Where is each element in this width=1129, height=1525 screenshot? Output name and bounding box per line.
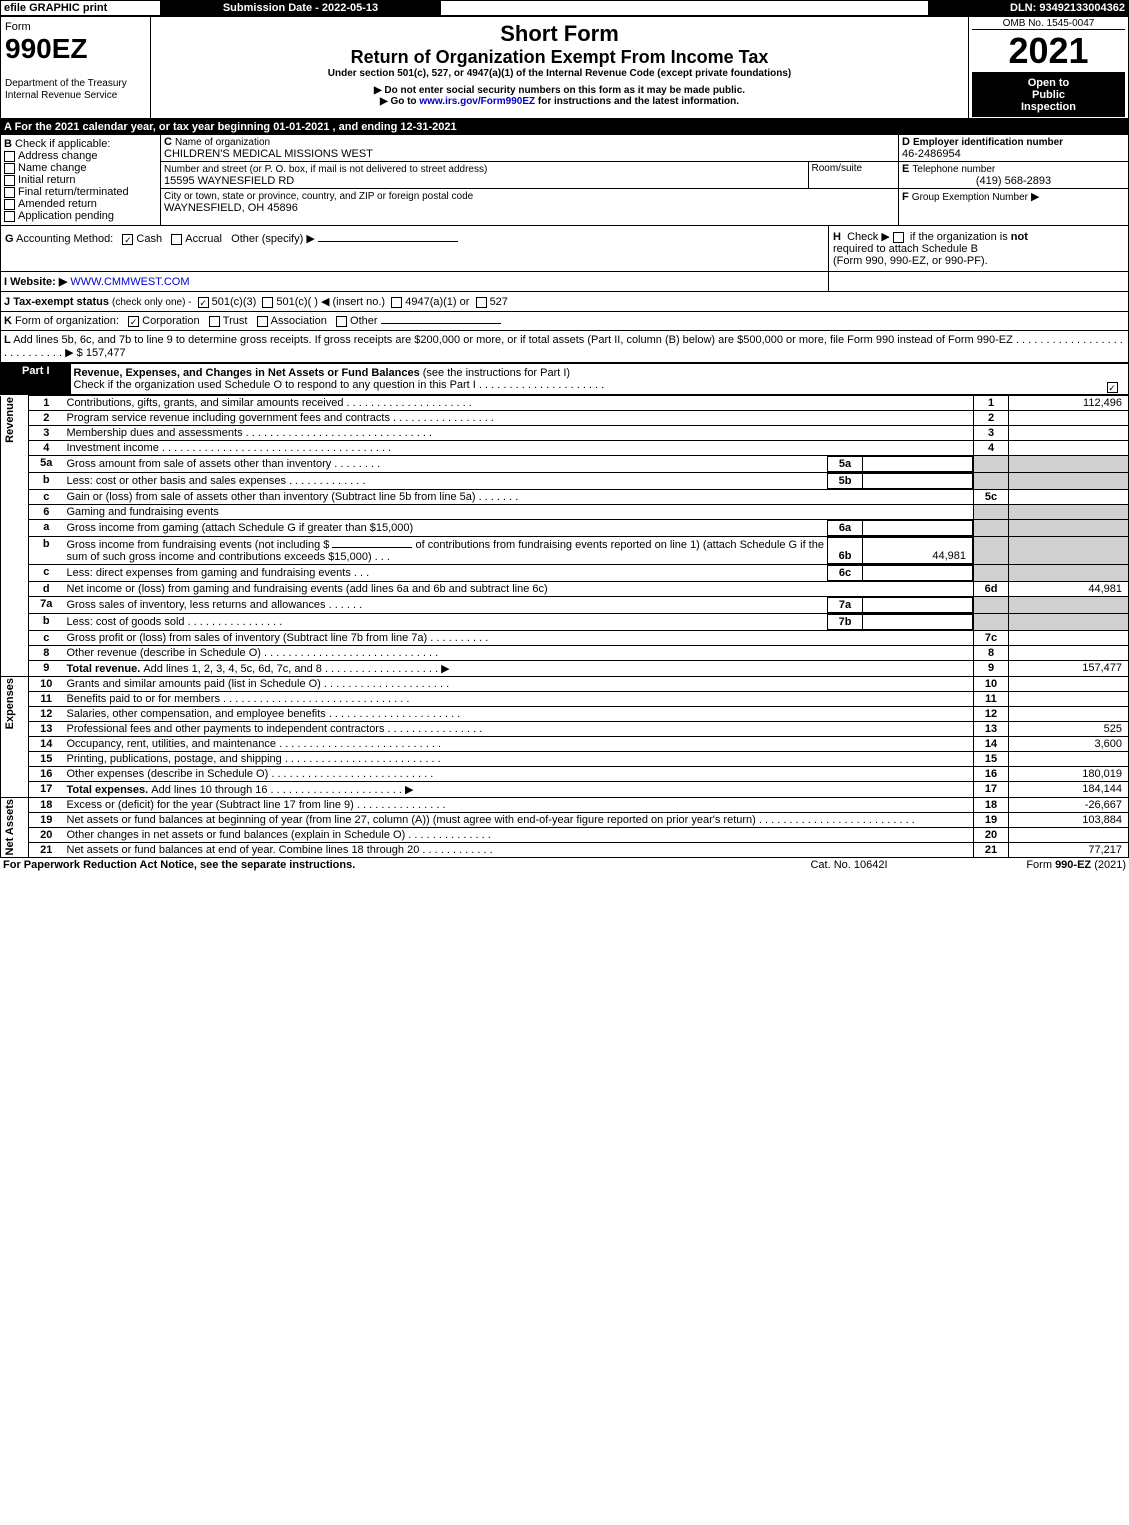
inspection-badge: Open to Public Inspection [972, 73, 1125, 117]
line-2: 2Program service revenue including gover… [1, 411, 1129, 426]
line-18: Net Assets18Excess or (deficit) for the … [1, 798, 1129, 813]
line-6b: bGross income from fundraising events (n… [1, 537, 1129, 565]
line-9: 9Total revenue. Add lines 1, 2, 3, 4, 5c… [1, 661, 1129, 677]
org-name: CHILDREN'S MEDICAL MISSIONS WEST [164, 148, 373, 160]
form-number: 990EZ [5, 33, 88, 64]
efile-label: efile GRAPHIC print [1, 1, 161, 16]
chk-pending[interactable] [4, 211, 15, 222]
line-6d: dNet income or (loss) from gaming and fu… [1, 582, 1129, 597]
chk-schedule-b[interactable] [893, 232, 904, 243]
short-form-title: Short Form [155, 21, 964, 47]
chk-other-org[interactable] [336, 316, 347, 327]
chk-address[interactable] [4, 151, 15, 162]
form-box: Form 990EZ Department of the Treasury In… [1, 17, 151, 119]
irs-label: Internal Revenue Service [5, 90, 117, 101]
line-1: Revenue1Contributions, gifts, grants, an… [1, 396, 1129, 411]
chk-accrual[interactable] [171, 234, 182, 245]
chk-name[interactable] [4, 163, 15, 174]
line-8: 8Other revenue (describe in Schedule O) … [1, 646, 1129, 661]
section-i: I Website: ▶ WWW.CMMWEST.COM [0, 271, 1129, 291]
line-7b: bLess: cost of goods sold . . . . . . . … [1, 614, 1129, 631]
website-link[interactable]: WWW.CMMWEST.COM [70, 276, 189, 288]
section-d: D Employer identification number46-24869… [899, 135, 1129, 226]
line-5a: 5aGross amount from sale of assets other… [1, 456, 1129, 473]
line-5b: bLess: cost or other basis and sales exp… [1, 473, 1129, 490]
chk-501c[interactable] [262, 297, 273, 308]
chk-final[interactable] [4, 187, 15, 198]
section-g: G Accounting Method: Cash Accrual Other … [1, 226, 829, 271]
chk-amended[interactable] [4, 199, 15, 210]
chk-501c3[interactable] [198, 297, 209, 308]
line-15: 15Printing, publications, postage, and s… [1, 752, 1129, 767]
part-1-title: Revenue, Expenses, and Changes in Net As… [74, 367, 420, 379]
bcd-block: B Check if applicable: Address change Na… [0, 135, 1129, 226]
line-4: 4Investment income . . . . . . . . . . .… [1, 441, 1129, 456]
line-10: Expenses10Grants and similar amounts pai… [1, 677, 1129, 692]
line-17: 17Total expenses. Add lines 10 through 1… [1, 782, 1129, 798]
section-h: H Check ▶ if the organization is not req… [829, 226, 1129, 271]
chk-4947[interactable] [391, 297, 402, 308]
city: WAYNESFIELD, OH 45896 [164, 202, 298, 214]
note-2: ▶ Go to www.irs.gov/Form990EZ for instru… [155, 96, 964, 107]
section-l: L Add lines 5b, 6c, and 7b to line 9 to … [0, 331, 1129, 363]
gross-receipts: $ 157,477 [77, 347, 126, 359]
line-7c: cGross profit or (loss) from sales of in… [1, 631, 1129, 646]
part-1-header: Part I Revenue, Expenses, and Changes in… [0, 363, 1129, 395]
chk-corp[interactable] [128, 316, 139, 327]
submission-date: Submission Date - 2022-05-13 [161, 1, 441, 16]
part-1-label: Part I [1, 364, 71, 395]
dept-label: Department of the Treasury [5, 78, 127, 89]
chk-initial[interactable] [4, 175, 15, 186]
tax-year: 2021 [972, 30, 1125, 73]
section-j: J Tax-exempt status (check only one) - 5… [0, 291, 1129, 311]
room-label: Room/suite [808, 162, 898, 189]
line-20: 20Other changes in net assets or fund ba… [1, 828, 1129, 843]
form-label: Form [5, 21, 31, 33]
omb-no: OMB No. 1545-0047 [972, 18, 1125, 30]
ein: 46-2486954 [902, 148, 961, 160]
line-7a: 7aGross sales of inventory, less returns… [1, 597, 1129, 614]
section-k: K Form of organization: Corporation Trus… [0, 311, 1129, 331]
line-6c: cLess: direct expenses from gaming and f… [1, 565, 1129, 582]
chk-trust[interactable] [209, 316, 220, 327]
chk-assoc[interactable] [257, 316, 268, 327]
line-11: 11Benefits paid to or for members . . . … [1, 692, 1129, 707]
line-3: 3Membership dues and assessments . . . .… [1, 426, 1129, 441]
section-a: A For the 2021 calendar year, or tax yea… [0, 119, 1129, 135]
chk-schedule-o[interactable] [1107, 382, 1118, 393]
footer-mid: Cat. No. 10642I [749, 858, 949, 872]
form-header: Form 990EZ Department of the Treasury In… [0, 16, 1129, 119]
chk-527[interactable] [476, 297, 487, 308]
street: 15595 WAYNESFIELD RD [164, 175, 294, 187]
title-box: Short Form Return of Organization Exempt… [151, 17, 969, 119]
line-6a: aGross income from gaming (attach Schedu… [1, 520, 1129, 537]
main-title: Return of Organization Exempt From Incom… [155, 47, 964, 68]
subtitle: Under section 501(c), 527, or 4947(a)(1)… [155, 68, 964, 79]
line-21: 21Net assets or fund balances at end of … [1, 843, 1129, 858]
note-1: ▶ Do not enter social security numbers o… [155, 85, 964, 96]
dln: DLN: 93492133004362 [929, 1, 1129, 16]
section-b: B Check if applicable: Address change Na… [1, 135, 161, 226]
top-bar: efile GRAPHIC print Submission Date - 20… [0, 0, 1129, 16]
section-c: C Name of organizationCHILDREN'S MEDICAL… [161, 135, 899, 226]
line-6-label: 6Gaming and fundraising events [1, 505, 1129, 520]
footer-left: For Paperwork Reduction Act Notice, see … [0, 858, 749, 872]
line-19: 19Net assets or fund balances at beginni… [1, 813, 1129, 828]
lines-table: Revenue1Contributions, gifts, grants, an… [0, 395, 1129, 858]
page-footer: For Paperwork Reduction Act Notice, see … [0, 858, 1129, 872]
line-5c: cGain or (loss) from sale of assets othe… [1, 490, 1129, 505]
gh-block: G Accounting Method: Cash Accrual Other … [0, 226, 1129, 271]
year-box: OMB No. 1545-0047 2021 Open to Public In… [969, 17, 1129, 119]
chk-cash[interactable] [122, 234, 133, 245]
footer-right: Form 990-EZ (2021) [949, 858, 1129, 872]
line-14: 14Occupancy, rent, utilities, and mainte… [1, 737, 1129, 752]
telephone: (419) 568-2893 [902, 175, 1125, 187]
irs-link[interactable]: www.irs.gov/Form990EZ [419, 96, 535, 107]
line-16: 16Other expenses (describe in Schedule O… [1, 767, 1129, 782]
line-13: 13Professional fees and other payments t… [1, 722, 1129, 737]
line-12: 12Salaries, other compensation, and empl… [1, 707, 1129, 722]
